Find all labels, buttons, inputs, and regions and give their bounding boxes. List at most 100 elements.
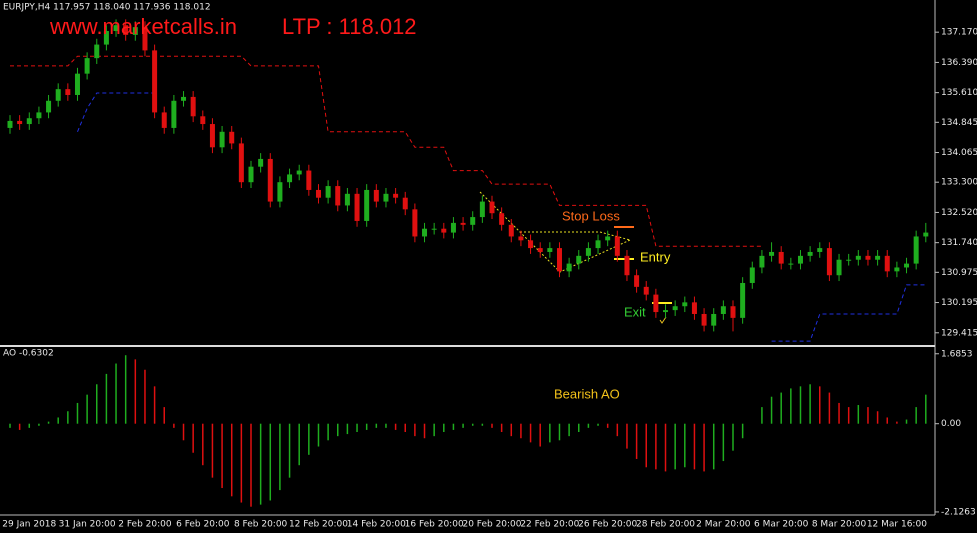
candle-body [103, 31, 109, 45]
y-tick-label: 134.845 [941, 118, 977, 128]
candle-body [846, 259, 852, 261]
candle-body [730, 306, 736, 318]
candle-body [306, 170, 312, 190]
candle-body [74, 73, 80, 95]
candle-body [923, 232, 929, 237]
y-tick-label: 129.415 [941, 328, 977, 338]
candle-body [267, 158, 273, 202]
x-tick-label: 8 Feb 20:00 [234, 520, 288, 530]
candle-body [576, 255, 582, 264]
candle-body [277, 182, 283, 202]
indicator-title: AO -0.6302 [3, 349, 54, 359]
x-tick-label: 29 Jan 2018 [2, 520, 56, 530]
candle-body [17, 120, 23, 125]
candle-body [460, 222, 466, 225]
candle-body [7, 120, 13, 128]
candle-body [161, 112, 167, 128]
candle-body [441, 228, 447, 233]
y-tick-label: 136.390 [941, 58, 977, 68]
candle-body [585, 248, 591, 256]
candle-body [672, 306, 678, 311]
candle-body [470, 217, 476, 225]
check-icon [659, 316, 667, 324]
candle-body [701, 313, 707, 326]
candle-body [740, 282, 746, 318]
x-tick-label: 20 Feb 20:00 [462, 520, 521, 530]
candle-body [219, 131, 225, 148]
candle-body [720, 306, 726, 314]
annotation: Bearish AO [554, 386, 620, 401]
candle-body [865, 255, 871, 260]
candle-body [778, 251, 784, 264]
x-tick-label: 22 Feb 20:00 [520, 520, 579, 530]
candle-body [913, 236, 919, 264]
candle-body [123, 25, 129, 35]
candle-body [152, 50, 158, 113]
stop-line [77, 92, 926, 342]
candle-body [248, 166, 254, 183]
candle-body [65, 89, 71, 95]
candle-body [537, 248, 543, 252]
annotation: www.marketcalls.in [49, 14, 237, 39]
candle-body [373, 189, 379, 202]
candle-body [711, 313, 717, 326]
candle-body [431, 228, 437, 230]
candle-body [904, 263, 910, 268]
candle-body [479, 201, 485, 218]
candle-body [788, 263, 794, 265]
candle-body [36, 112, 42, 119]
candle-body [142, 27, 148, 51]
annotation: Exit [624, 304, 646, 319]
candle-body [258, 158, 264, 167]
x-tick-label: 6 Feb 20:00 [176, 520, 230, 530]
candle-body [769, 251, 775, 256]
x-tick-label: 2 Feb 20:00 [118, 520, 172, 530]
x-tick-label: 2 Mar 20:00 [696, 520, 751, 530]
candle-body [200, 116, 206, 125]
candle-body [315, 189, 321, 198]
y-tick-label: 134.065 [941, 148, 977, 158]
candle-body [229, 131, 235, 144]
candle-body [393, 193, 399, 198]
candle-body [634, 275, 640, 287]
annotation: Stop Loss [562, 208, 620, 223]
candle-body [663, 310, 669, 313]
candle-body [749, 267, 755, 283]
candle-body [855, 255, 861, 260]
x-tick-label: 14 Feb 20:00 [347, 520, 406, 530]
y-tick-label: -2.1263 [941, 507, 976, 517]
candle-body [287, 174, 293, 183]
candle-body [624, 255, 630, 276]
candle-body [94, 44, 100, 59]
candle-body [499, 213, 505, 225]
candle-body [566, 263, 572, 272]
candle-body [364, 189, 370, 221]
candle-body [605, 236, 611, 241]
candle-body [489, 201, 495, 214]
pattern-line [520, 231, 631, 241]
y-tick-label: 133.300 [941, 178, 977, 188]
x-tick-label: 28 Feb 20:00 [636, 520, 695, 530]
candle-body [518, 236, 524, 241]
candle-body [691, 302, 697, 314]
candle-body [759, 255, 765, 268]
candle-body [181, 96, 187, 101]
y-tick-label: 1.6853 [941, 349, 973, 359]
y-tick-label: 130.975 [941, 268, 977, 278]
x-tick-label: 12 Feb 20:00 [289, 520, 348, 530]
x-tick-label: 26 Feb 20:00 [578, 520, 637, 530]
candle-body [55, 89, 61, 101]
candle-body [354, 193, 360, 221]
candle-body [797, 255, 803, 264]
y-tick-label: 0.00 [941, 419, 961, 429]
candle-body [508, 224, 514, 237]
x-tick-label: 12 Mar 16:00 [867, 520, 927, 530]
candle-body [595, 240, 601, 249]
candle-body [113, 25, 119, 32]
candle-body [643, 286, 649, 295]
candle-body [682, 302, 688, 307]
candle-body [383, 193, 389, 202]
